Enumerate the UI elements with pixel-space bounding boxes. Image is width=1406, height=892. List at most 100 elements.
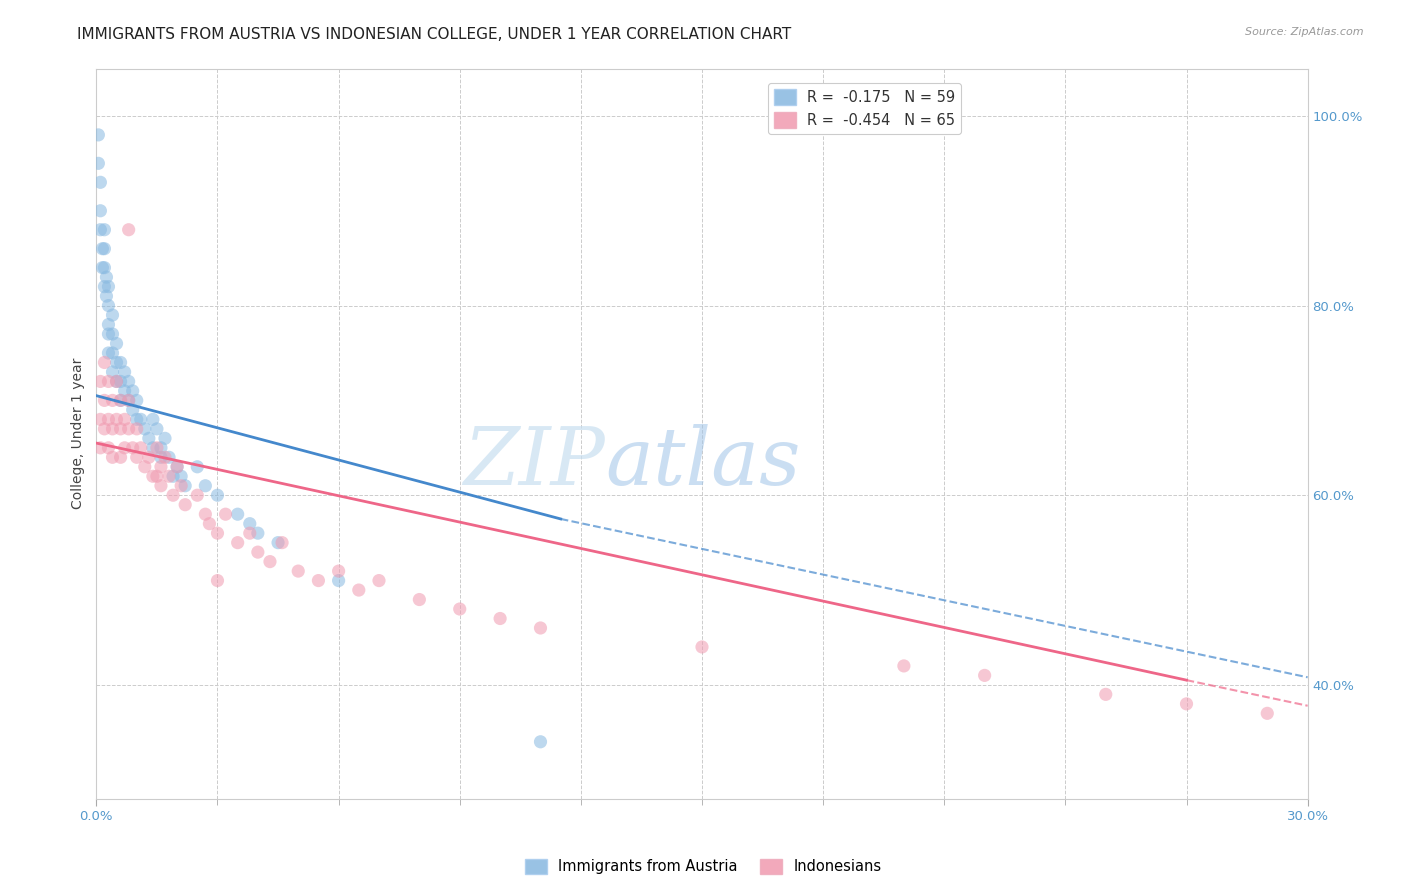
Point [101,422,124,436]
Point [267,535,290,549]
Point [97,279,120,293]
Point [97,326,120,341]
Point [118,422,141,436]
Point [162,469,184,483]
Point [138,450,160,465]
Point [96,270,118,285]
Point [129,412,152,426]
Point [97,299,120,313]
Point [110,450,132,465]
Point [110,355,132,369]
Point [89,223,111,237]
Point [198,516,221,531]
Point [146,441,169,455]
Point [194,479,217,493]
Point [93,223,115,237]
Point [214,507,236,521]
Point [449,602,471,616]
Point [125,412,148,426]
Point [105,375,128,389]
Point [105,355,128,369]
Point [93,279,115,293]
Point [93,422,115,436]
Point [91,242,114,256]
Point [125,422,148,436]
Point [125,393,148,408]
Point [226,535,249,549]
Point [118,223,141,237]
Point [89,441,111,455]
Point [110,393,132,408]
Point [110,422,132,436]
Point [121,403,143,417]
Point [134,459,156,474]
Point [114,412,136,426]
Point [105,412,128,426]
Point [118,393,141,408]
Point [239,516,262,531]
Point [91,260,114,275]
Point [149,459,172,474]
Point [246,545,269,559]
Point [125,450,148,465]
Point [101,450,124,465]
Point [97,318,120,332]
Point [118,375,141,389]
Point [174,479,197,493]
Point [186,459,208,474]
Point [973,668,995,682]
Point [93,242,115,256]
Point [146,422,169,436]
Point [489,611,512,625]
Point [1094,687,1116,701]
Point [121,384,143,398]
Point [162,488,184,502]
Point [690,640,713,654]
Point [170,469,193,483]
Point [105,375,128,389]
Point [328,564,350,578]
Point [271,535,294,549]
Point [239,526,262,541]
Point [93,393,115,408]
Point [246,526,269,541]
Point [101,346,124,360]
Point [142,412,165,426]
Point [287,564,309,578]
Point [166,459,188,474]
Point [93,260,115,275]
Point [121,441,143,455]
Point [166,459,188,474]
Point [153,431,176,445]
Point [101,326,124,341]
Point [207,526,229,541]
Point [89,375,111,389]
Point [1175,697,1198,711]
Point [89,412,111,426]
Point [153,450,176,465]
Point [101,308,124,322]
Point [87,128,110,142]
Point [307,574,329,588]
Point [408,592,430,607]
Point [142,469,165,483]
Point [347,583,370,598]
Point [157,450,180,465]
Point [110,375,132,389]
Point [529,621,551,635]
Point [328,574,350,588]
Text: atlas: atlas [605,424,800,501]
Point [97,412,120,426]
Point [157,469,180,483]
Point [101,365,124,379]
Point [207,574,229,588]
Point [368,574,391,588]
Legend: R =  -0.175   N = 59, R =  -0.454   N = 65: R = -0.175 N = 59, R = -0.454 N = 65 [768,83,962,134]
Point [96,289,118,303]
Point [89,203,111,218]
Point [97,375,120,389]
Point [105,336,128,351]
Point [149,441,172,455]
Point [114,441,136,455]
Point [97,441,120,455]
